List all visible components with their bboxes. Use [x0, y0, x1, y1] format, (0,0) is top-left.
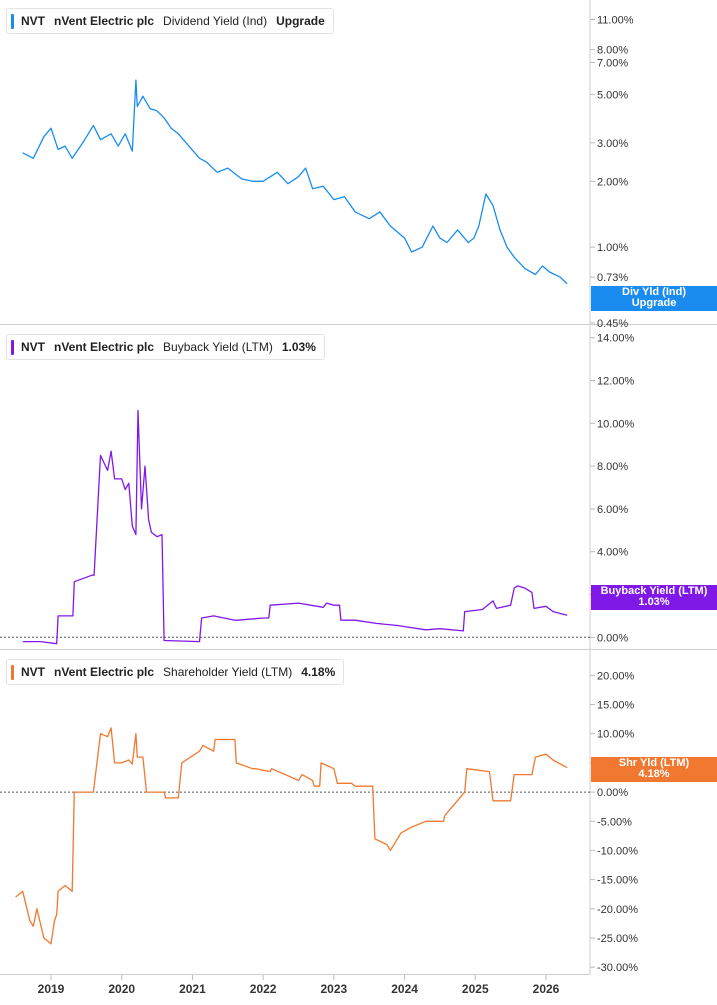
legend-shareholder-yield[interactable]: NVT nVent Electric plc Shareholder Yield… — [6, 659, 345, 685]
value-tag-value: 4.18% — [638, 768, 670, 780]
value-tag-dividend-yield: Div Yld (Ind) Upgrade — [591, 286, 717, 311]
value-tag-label: Shr Yld (LTM) — [618, 757, 690, 769]
legend-value[interactable]: Upgrade — [276, 14, 325, 28]
x-tick-label: 2025 — [462, 982, 489, 996]
x-tick-label: 2022 — [250, 982, 277, 996]
legend-swatch — [11, 339, 14, 355]
y-tick-label: -15.00% — [597, 875, 638, 887]
legend-company: nVent Electric plc — [54, 340, 155, 354]
legend-swatch — [11, 13, 14, 29]
legend-ticker: NVT — [21, 14, 45, 28]
value-tag-label: Div Yld (Ind) — [622, 286, 686, 298]
value-tag-value: Upgrade — [631, 297, 677, 309]
value-tag-label: Buyback Yield (LTM) — [600, 585, 708, 597]
y-tick-label: 7.00% — [597, 57, 628, 69]
legend-metric: Dividend Yield (Ind) — [163, 14, 268, 28]
y-tick-label: 2.00% — [597, 176, 628, 188]
x-tick-label: 2021 — [179, 982, 206, 996]
legend-buyback-yield[interactable]: NVT nVent Electric plc Buyback Yield (LT… — [6, 334, 325, 360]
y-tick-label: 0.00% — [597, 632, 628, 644]
legend-company: nVent Electric plc — [54, 665, 155, 679]
legend-swatch — [11, 664, 14, 680]
legend-ticker: NVT — [21, 340, 45, 354]
x-tick-label: 2020 — [108, 982, 135, 996]
y-tick-label: 6.00% — [597, 504, 628, 516]
series-line-1 — [22, 79, 568, 285]
legend-ticker: NVT — [21, 665, 45, 679]
x-tick-label: 2024 — [391, 982, 418, 996]
legend-metric: Shareholder Yield (LTM) — [163, 665, 293, 679]
y-tick-label: 5.00% — [597, 89, 628, 101]
legend-dividend-yield[interactable]: NVT nVent Electric plc Dividend Yield (I… — [6, 8, 334, 34]
y-tick-label: 4.00% — [597, 547, 628, 559]
y-axis-ticks: 11.00%8.00%7.00%5.00%3.00%2.00%1.00%0.73… — [590, 14, 638, 974]
y-tick-label: 12.00% — [597, 376, 635, 388]
y-tick-label: -20.00% — [597, 904, 638, 916]
y-tick-label: 11.00% — [597, 14, 634, 26]
value-tag-buyback-yield: Buyback Yield (LTM) 1.03% — [591, 585, 717, 610]
y-tick-label: 3.00% — [597, 138, 628, 150]
chart-frame — [0, 0, 717, 975]
y-tick-label: 14.00% — [597, 333, 635, 345]
y-tick-label: 10.00% — [597, 729, 635, 741]
y-tick-label: -30.00% — [597, 962, 638, 974]
y-tick-label: 0.73% — [597, 272, 628, 284]
x-tick-label: 2023 — [321, 982, 348, 996]
series-layer — [15, 79, 568, 945]
series-line-2 — [22, 409, 568, 645]
y-tick-label: -10.00% — [597, 845, 638, 857]
y-tick-label: 8.00% — [597, 461, 628, 473]
value-tag-value: 1.03% — [638, 596, 670, 608]
y-tick-label: 0.45% — [597, 318, 628, 330]
y-tick-label: 1.00% — [597, 242, 628, 254]
y-tick-label: 0.00% — [597, 787, 628, 799]
legend-value: 1.03% — [281, 340, 316, 354]
value-tag-shareholder-yield: Shr Yld (LTM) 4.18% — [591, 757, 717, 782]
legend-value: 4.18% — [301, 665, 336, 679]
series-line-3 — [15, 727, 568, 945]
y-tick-label: 10.00% — [597, 418, 635, 430]
y-tick-label: -5.00% — [597, 816, 632, 828]
y-tick-label: 8.00% — [597, 45, 628, 57]
legend-metric: Buyback Yield (LTM) — [163, 340, 273, 354]
y-tick-label: 20.00% — [597, 670, 635, 682]
x-tick-label: 2019 — [38, 982, 65, 996]
legend-company: nVent Electric plc — [54, 14, 155, 28]
y-tick-label: 15.00% — [597, 700, 635, 712]
x-tick-label: 2026 — [533, 982, 560, 996]
y-tick-label: -25.00% — [597, 933, 638, 945]
x-axis-ticks: 2019 2020 2021 2022 2023 2024 2025 2026 — [38, 975, 560, 996]
